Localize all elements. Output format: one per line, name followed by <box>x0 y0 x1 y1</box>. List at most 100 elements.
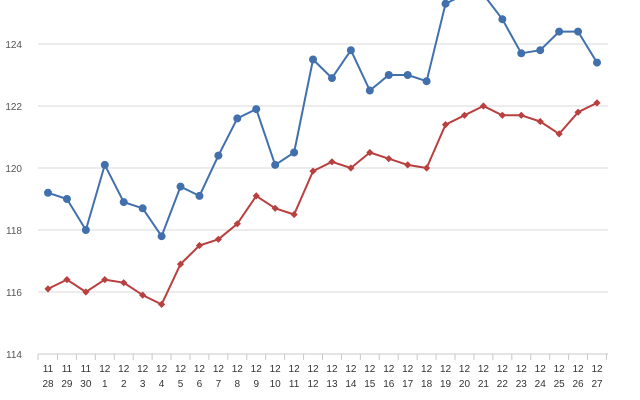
y-tick-label: 122 <box>5 102 22 113</box>
x-tick-label-month: 12 <box>573 364 585 375</box>
y-tick-label: 120 <box>5 164 22 175</box>
data-point <box>100 160 109 169</box>
x-tick-label-month: 12 <box>345 364 357 375</box>
x-tick-label-month: 12 <box>194 364 206 375</box>
x-tick-label-day: 21 <box>478 379 490 390</box>
data-point <box>195 191 204 200</box>
x-tick-label-day: 25 <box>554 379 566 390</box>
data-point <box>252 192 260 200</box>
data-point <box>63 276 71 284</box>
y-tick-label: 118 <box>6 226 22 237</box>
x-tick-label-month: 12 <box>289 364 301 375</box>
data-point <box>384 71 393 79</box>
data-point <box>385 155 393 163</box>
data-point <box>441 121 450 129</box>
x-tick-label-day: 6 <box>197 379 203 390</box>
data-point <box>290 148 299 157</box>
x-tick-label-month: 12 <box>440 364 452 375</box>
x-tick-label-day: 17 <box>402 379 414 390</box>
x-tick-label-day: 22 <box>497 379 509 390</box>
data-point <box>555 130 563 138</box>
data-point <box>252 105 261 114</box>
data-point <box>44 188 52 197</box>
x-tick-label-day: 3 <box>140 379 146 390</box>
x-tick-label-month: 12 <box>326 364 338 375</box>
x-tick-label-month: 12 <box>421 364 433 375</box>
x-tick-label-month: 12 <box>175 364 187 375</box>
data-point <box>120 279 128 287</box>
data-point <box>555 27 564 36</box>
data-point <box>290 210 298 219</box>
x-tick-label-month: 12 <box>535 364 547 375</box>
x-tick-label-month: 12 <box>364 364 376 375</box>
data-point <box>460 111 469 119</box>
x-tick-label-day: 28 <box>42 379 54 390</box>
x-tick-label-day: 5 <box>178 379 184 390</box>
x-tick-label-month: 12 <box>156 364 168 375</box>
data-point <box>346 46 355 55</box>
data-point <box>82 288 90 296</box>
data-point <box>157 232 166 241</box>
data-point <box>101 276 109 284</box>
x-tick-label-month: 12 <box>213 364 225 375</box>
x-tick-label-day: 26 <box>573 379 585 390</box>
x-tick-label-day: 16 <box>383 379 395 390</box>
grid-lines <box>38 43 608 355</box>
data-point <box>441 0 450 8</box>
x-tick-label-month: 12 <box>591 364 603 375</box>
x-tick-label-day: 1 <box>102 379 108 390</box>
x-tick-label-day: 9 <box>253 379 259 390</box>
data-point <box>62 195 71 203</box>
data-point <box>195 241 204 250</box>
x-tick-label-month: 11 <box>81 364 92 375</box>
x-tick-label-day: 30 <box>80 379 92 390</box>
data-point <box>271 204 279 212</box>
data-point <box>176 260 185 268</box>
data-point <box>309 167 317 175</box>
x-tick-label-day: 27 <box>591 379 603 390</box>
data-point <box>536 117 544 126</box>
data-point <box>422 77 431 86</box>
data-point <box>271 160 280 169</box>
x-axis: 1128112911301211221231241251261271281291… <box>37 354 607 390</box>
data-point <box>403 71 412 79</box>
x-tick-label-day: 11 <box>289 379 300 390</box>
series-lines <box>44 0 601 308</box>
x-tick-label-month: 12 <box>307 364 319 375</box>
data-point <box>574 108 582 116</box>
x-tick-label-month: 12 <box>232 364 244 375</box>
data-point <box>517 49 526 58</box>
x-tick-label-month: 12 <box>497 364 509 375</box>
data-point <box>119 198 128 207</box>
x-tick-label-month: 12 <box>383 364 395 375</box>
data-point <box>498 15 507 24</box>
data-point <box>498 111 506 119</box>
x-tick-label-day: 8 <box>235 379 241 390</box>
data-point <box>176 182 185 191</box>
data-point <box>81 226 90 234</box>
data-point <box>517 111 525 119</box>
series-1 <box>44 0 601 241</box>
data-point <box>423 164 431 172</box>
x-tick-label-day: 2 <box>121 379 127 390</box>
data-point <box>309 55 318 64</box>
x-tick-label-month: 12 <box>516 364 528 375</box>
x-tick-label-month: 12 <box>459 364 471 375</box>
x-tick-label-day: 24 <box>535 379 547 390</box>
data-point <box>327 74 336 83</box>
data-point <box>328 158 336 166</box>
y-tick-label: 114 <box>6 350 22 361</box>
data-point <box>214 235 222 243</box>
series-line <box>47 0 598 238</box>
x-tick-label-month: 12 <box>118 364 130 375</box>
x-tick-label-month: 12 <box>478 364 490 375</box>
data-point <box>233 114 242 123</box>
x-tick-label-day: 19 <box>440 379 452 390</box>
x-tick-label-day: 14 <box>345 379 357 390</box>
y-tick-label: 116 <box>6 288 22 299</box>
data-point <box>366 148 374 157</box>
x-tick-label-day: 10 <box>270 379 282 390</box>
x-tick-label-day: 4 <box>159 379 165 390</box>
data-point <box>365 86 374 95</box>
